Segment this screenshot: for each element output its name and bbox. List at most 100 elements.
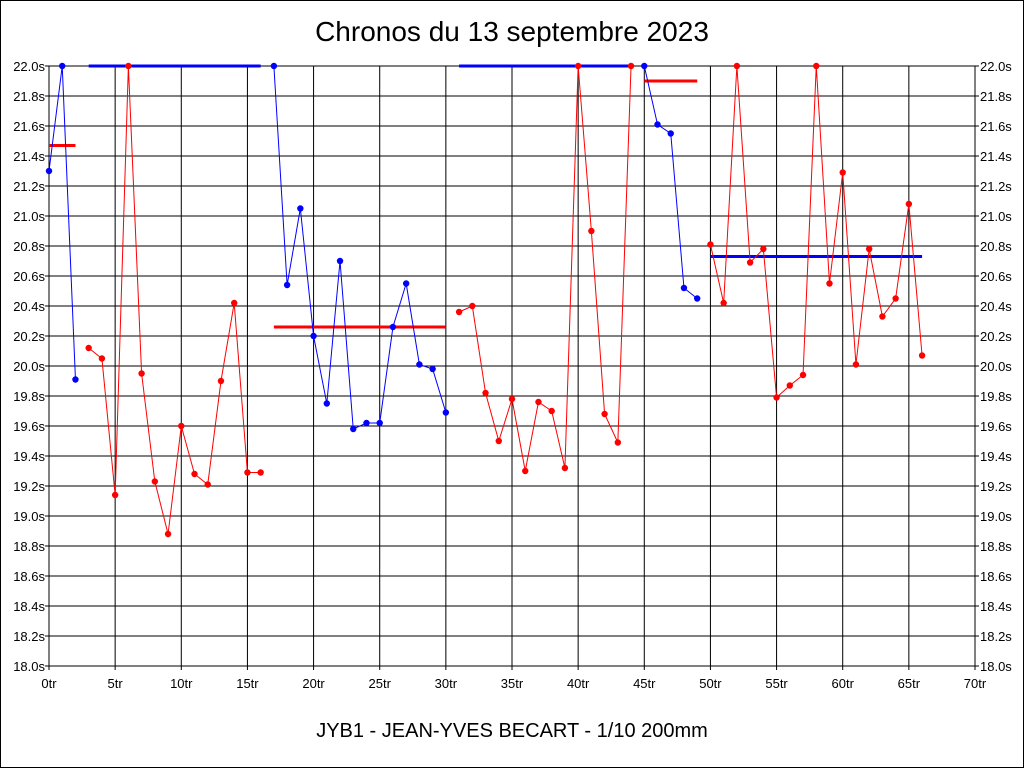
data-point: [59, 62, 66, 70]
y-tick-label-right: 20.0s: [980, 359, 1012, 374]
y-tick-label-left: 19.4s: [13, 449, 45, 464]
data-point: [297, 205, 304, 212]
data-point: [865, 245, 873, 253]
data-point: [363, 419, 370, 427]
data-point: [918, 352, 926, 359]
y-tick-label-right: 18.0s: [980, 659, 1012, 674]
data-point: [694, 295, 701, 302]
y-tick-label-right: 21.8s: [980, 89, 1012, 104]
x-tick-label: 15tr: [236, 676, 259, 691]
data-point: [535, 398, 542, 406]
x-tick-label: 0tr: [41, 676, 57, 691]
data-point: [614, 439, 622, 446]
y-tick-label-left: 18.2s: [13, 629, 45, 644]
y-tick-label-left: 20.6s: [13, 269, 45, 284]
chart-title: Chronos du 13 septembre 2023: [315, 16, 709, 47]
y-tick-label-left: 19.6s: [13, 419, 45, 434]
y-tick-label-left: 21.2s: [13, 179, 45, 194]
chart-subtitle: JYB1 - JEAN-YVES BECART - 1/10 200mm: [316, 720, 708, 742]
data-point: [389, 323, 397, 331]
data-point: [548, 407, 555, 415]
y-tick-label-left: 18.0s: [13, 659, 45, 674]
y-tick-label-right: 21.4s: [980, 149, 1012, 164]
y-tick-label-left: 20.0s: [13, 359, 45, 374]
y-tick-label-left: 20.2s: [13, 329, 45, 344]
data-point: [138, 370, 145, 377]
x-tick-label: 20tr: [302, 676, 325, 691]
y-tick-label-left: 22.0s: [13, 59, 45, 74]
data-point: [707, 241, 714, 248]
data-point: [151, 478, 159, 485]
data-point: [746, 259, 754, 266]
data-point: [244, 469, 251, 476]
data-point: [336, 257, 344, 265]
data-point: [402, 280, 410, 287]
x-tick-label: 45tr: [633, 676, 656, 691]
data-point: [469, 302, 476, 310]
x-tick-label: 5tr: [108, 676, 124, 691]
data-point: [773, 394, 780, 401]
y-tick-label-left: 18.4s: [13, 599, 45, 614]
data-point: [45, 167, 53, 175]
data-point: [350, 425, 357, 433]
data-point: [164, 530, 172, 538]
data-point: [217, 377, 225, 385]
data-point: [574, 62, 582, 70]
y-tick-label-left: 21.0s: [13, 209, 45, 224]
data-point: [191, 470, 198, 478]
data-point: [627, 62, 635, 70]
data-point: [892, 295, 899, 302]
data-point: [442, 409, 450, 416]
data-point: [270, 62, 278, 70]
data-point: [905, 200, 913, 208]
y-tick-label-left: 21.8s: [13, 89, 45, 104]
data-point: [839, 169, 846, 176]
y-tick-label-left: 20.4s: [13, 299, 45, 314]
data-point: [879, 313, 886, 320]
y-tick-label-right: 19.4s: [980, 449, 1012, 464]
y-tick-label-left: 19.2s: [13, 479, 45, 494]
y-tick-label-left: 18.6s: [13, 569, 45, 584]
x-tick-label: 50tr: [699, 676, 722, 691]
y-tick-label-right: 22.0s: [980, 59, 1012, 74]
y-tick-label-right: 21.2s: [980, 179, 1012, 194]
data-point: [760, 245, 767, 253]
x-tick-label: 55tr: [765, 676, 788, 691]
data-point: [786, 382, 793, 389]
x-tick-label: 60tr: [832, 676, 855, 691]
data-point: [111, 491, 119, 499]
x-tick-label: 65tr: [898, 676, 921, 691]
data-point: [204, 481, 211, 488]
data-point: [283, 281, 291, 289]
y-tick-label-right: 21.0s: [980, 209, 1012, 224]
data-point: [72, 376, 79, 383]
y-tick-label-left: 19.0s: [13, 509, 45, 524]
y-tick-label-right: 18.4s: [980, 599, 1012, 614]
data-point: [852, 361, 860, 368]
data-point: [588, 227, 595, 235]
data-point: [799, 371, 807, 379]
series-line: [273, 65, 447, 430]
data-point: [813, 62, 820, 70]
x-tick-label: 35tr: [501, 676, 524, 691]
y-tick-label-right: 18.8s: [980, 539, 1012, 554]
data-point: [416, 361, 423, 368]
data-point: [522, 467, 529, 475]
y-tick-label-left: 21.4s: [13, 149, 45, 164]
data-point: [85, 344, 92, 352]
y-tick-label-right: 19.0s: [980, 509, 1012, 524]
y-tick-label-left: 18.8s: [13, 539, 45, 554]
x-tick-label: 25tr: [369, 676, 392, 691]
y-tick-label-right: 20.8s: [980, 239, 1012, 254]
data-point: [601, 410, 608, 418]
data-point: [178, 422, 185, 430]
data-point: [455, 308, 463, 316]
y-tick-label-right: 20.2s: [980, 329, 1012, 344]
y-tick-label-right: 18.2s: [980, 629, 1012, 644]
data-point: [231, 299, 238, 307]
y-tick-label-right: 19.2s: [980, 479, 1012, 494]
y-tick-label-right: 19.8s: [980, 389, 1012, 404]
average-lines: [49, 64, 923, 329]
data-point: [98, 355, 106, 362]
data-point: [482, 389, 489, 397]
